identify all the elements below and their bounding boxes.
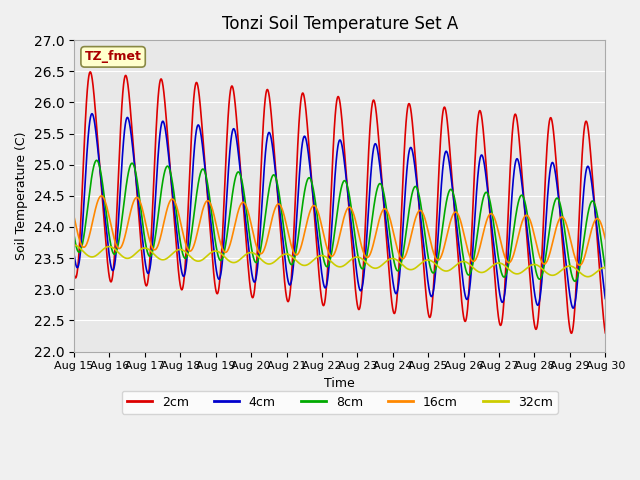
8cm bbox=[93, 157, 100, 163]
4cm bbox=[456, 254, 464, 260]
16cm bbox=[298, 242, 305, 248]
2cm bbox=[298, 93, 305, 98]
8cm bbox=[294, 240, 301, 246]
4cm bbox=[298, 146, 305, 152]
2cm bbox=[70, 271, 78, 276]
4cm bbox=[559, 231, 566, 237]
4cm bbox=[586, 166, 593, 172]
32cm bbox=[602, 264, 609, 270]
16cm bbox=[576, 263, 584, 268]
8cm bbox=[602, 265, 609, 271]
16cm bbox=[456, 216, 464, 222]
16cm bbox=[323, 243, 330, 249]
32cm bbox=[323, 254, 330, 260]
2cm bbox=[559, 243, 566, 249]
8cm bbox=[559, 214, 566, 219]
16cm bbox=[586, 236, 593, 241]
32cm bbox=[70, 242, 78, 248]
4cm bbox=[88, 111, 96, 117]
Legend: 2cm, 4cm, 8cm, 16cm, 32cm: 2cm, 4cm, 8cm, 16cm, 32cm bbox=[122, 391, 557, 414]
32cm bbox=[293, 259, 301, 264]
2cm bbox=[294, 151, 301, 156]
2cm bbox=[568, 330, 575, 336]
X-axis label: Time: Time bbox=[324, 377, 355, 390]
8cm bbox=[323, 264, 330, 269]
16cm bbox=[294, 252, 301, 257]
4cm bbox=[70, 251, 78, 257]
32cm bbox=[559, 266, 566, 272]
32cm bbox=[584, 274, 592, 279]
32cm bbox=[456, 260, 464, 265]
Y-axis label: Soil Temperature (C): Soil Temperature (C) bbox=[15, 132, 28, 260]
Line: 2cm: 2cm bbox=[74, 72, 605, 333]
2cm bbox=[586, 135, 593, 141]
2cm bbox=[602, 330, 609, 336]
2cm bbox=[86, 69, 94, 75]
8cm bbox=[70, 232, 78, 238]
32cm bbox=[298, 262, 305, 267]
Line: 4cm: 4cm bbox=[74, 114, 605, 308]
8cm bbox=[586, 205, 593, 211]
8cm bbox=[298, 209, 305, 215]
4cm bbox=[570, 305, 577, 311]
Line: 16cm: 16cm bbox=[74, 196, 605, 265]
Line: 32cm: 32cm bbox=[74, 245, 605, 276]
32cm bbox=[585, 274, 593, 279]
16cm bbox=[602, 236, 609, 242]
4cm bbox=[602, 296, 609, 301]
Line: 8cm: 8cm bbox=[74, 160, 605, 281]
Text: TZ_fmet: TZ_fmet bbox=[84, 50, 141, 63]
2cm bbox=[456, 280, 464, 286]
16cm bbox=[97, 193, 105, 199]
8cm bbox=[456, 232, 464, 238]
4cm bbox=[294, 204, 301, 210]
16cm bbox=[70, 214, 78, 219]
8cm bbox=[571, 278, 579, 284]
4cm bbox=[323, 282, 330, 288]
2cm bbox=[323, 282, 330, 288]
16cm bbox=[559, 214, 566, 220]
Title: Tonzi Soil Temperature Set A: Tonzi Soil Temperature Set A bbox=[221, 15, 458, 33]
